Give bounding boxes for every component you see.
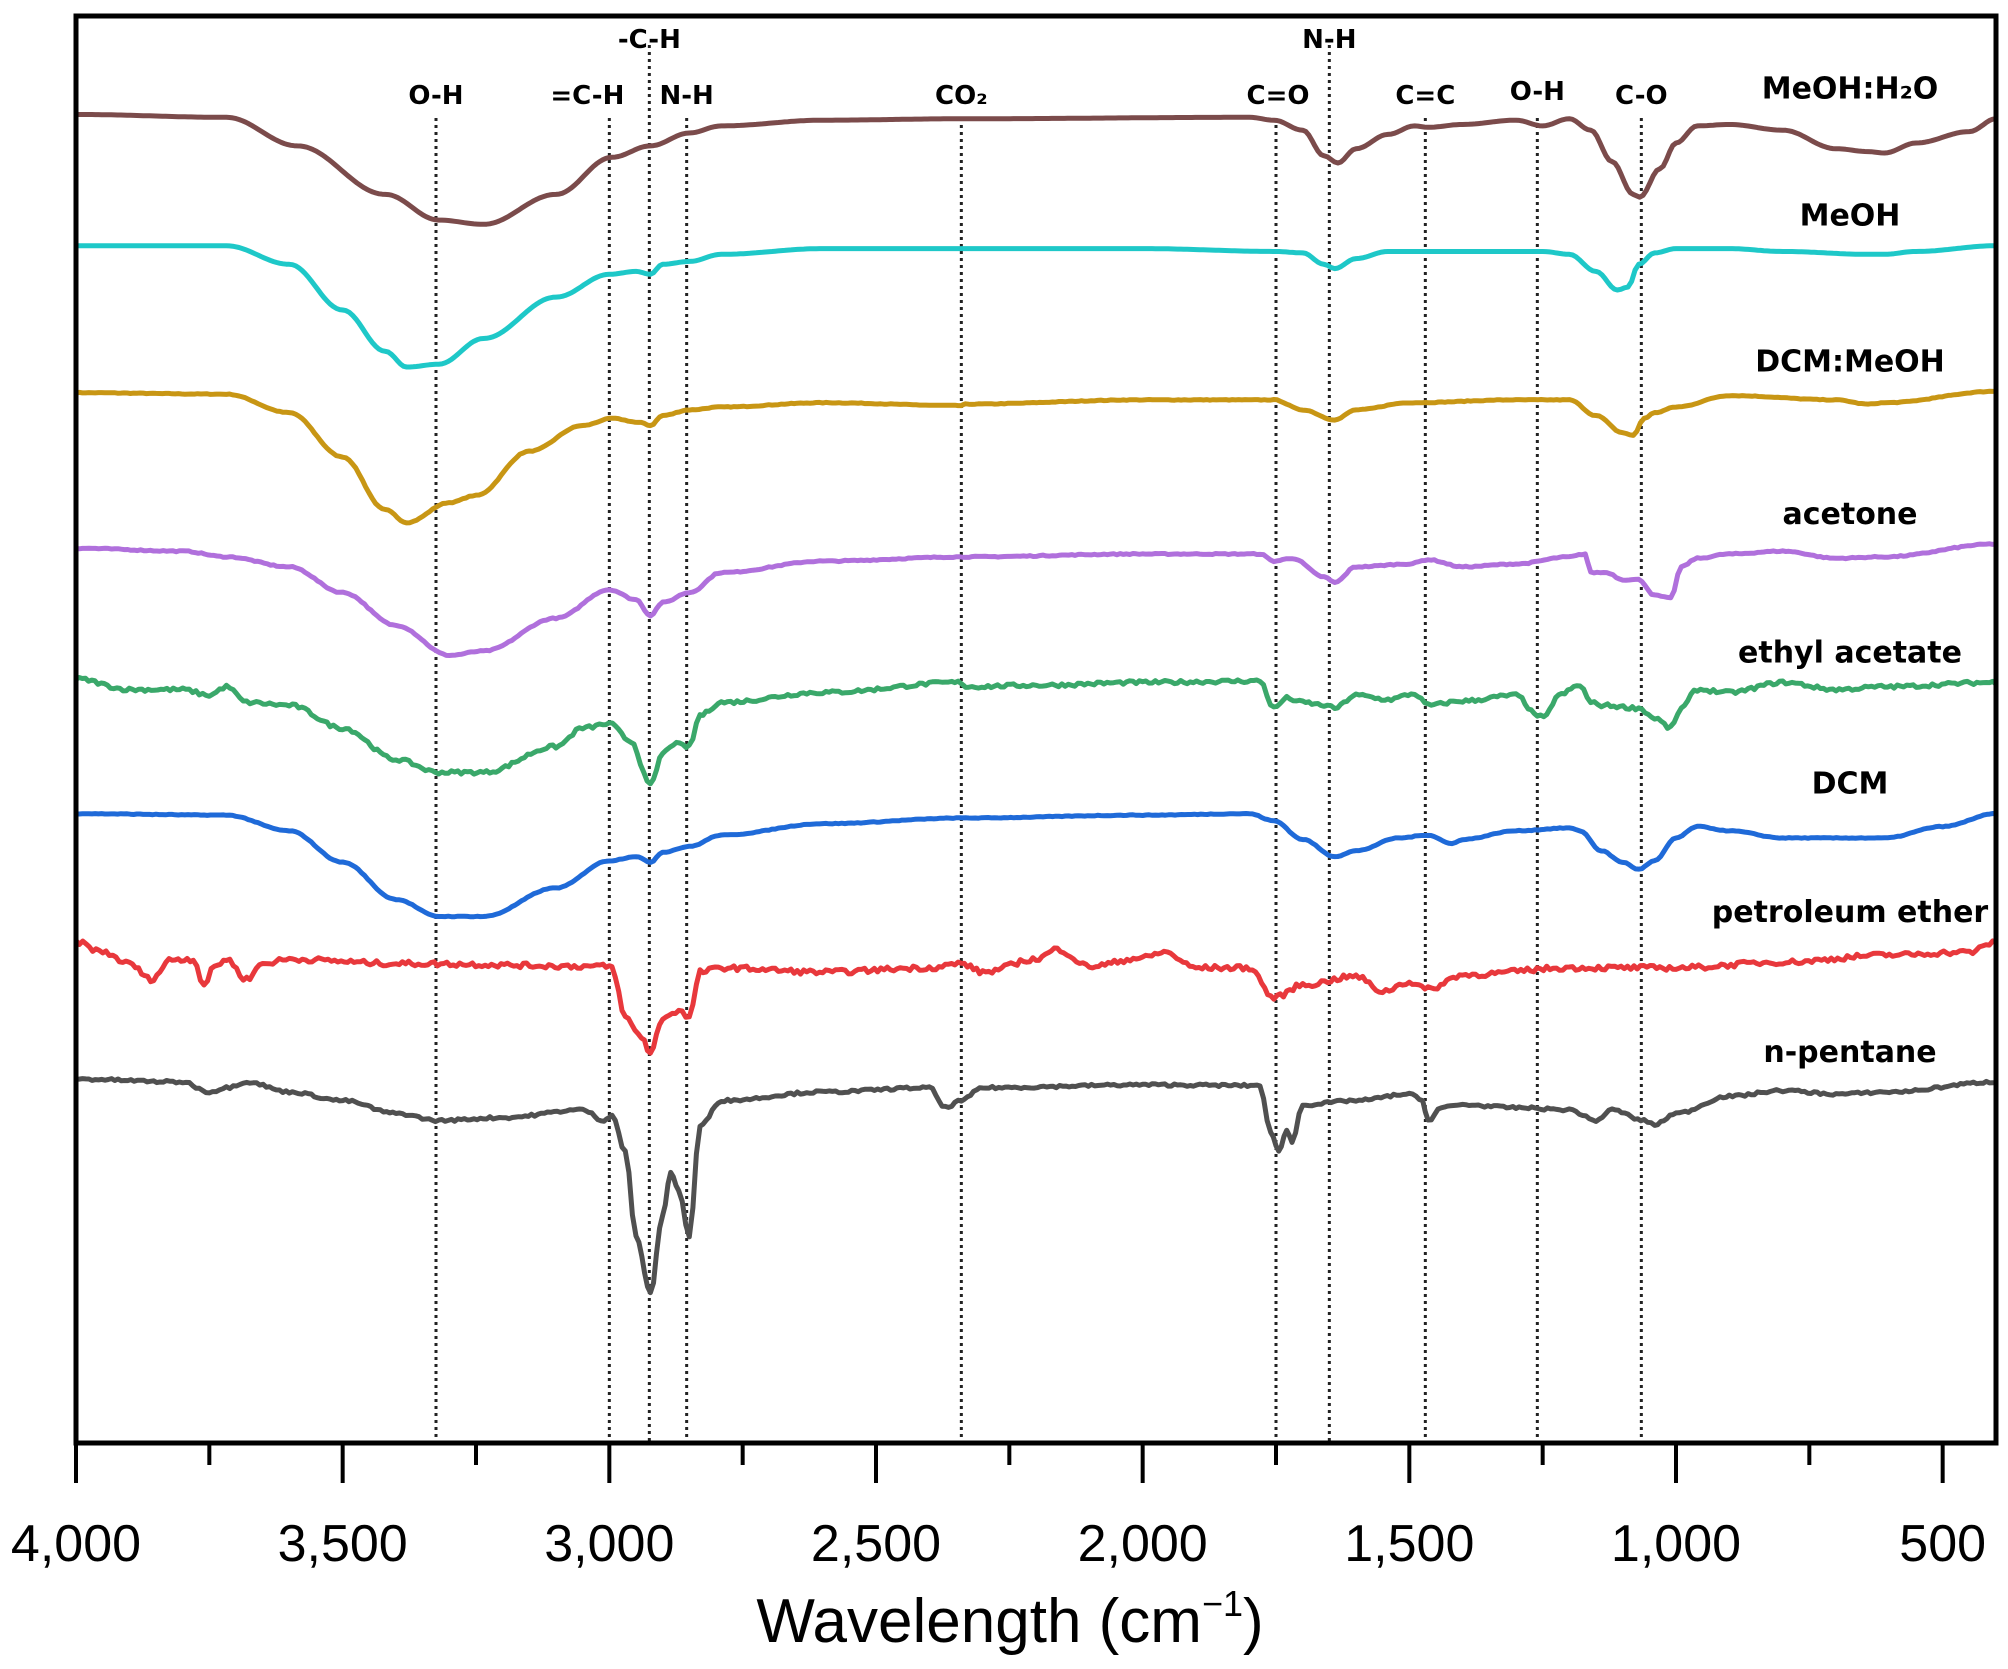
plot-frame [73,13,1999,1446]
series-labels: MeOH:H₂O MeOH DCM:MeOH acetone ethyl acetate… [1712,72,1989,1070]
peak-label: C-O [1615,81,1668,111]
series-label: MeOH [1800,199,1901,234]
spectra-series [73,112,1999,1296]
peak-label: O-H [408,81,463,111]
series-label: DCM [1812,767,1889,802]
x-tick-label: 1,500 [1344,1515,1474,1573]
x-tick-label: 1,000 [1611,1515,1741,1573]
peak-label: N-H [660,81,714,111]
x-axis-ticks: 4,000 3,500 3,000 2,500 2,000 1,500 1,000 500 [11,1443,1986,1573]
x-tick-label: 3,500 [278,1515,408,1573]
series-line-ethyl-acetate [73,675,1999,787]
x-tick-label: 2,500 [811,1515,941,1573]
series-line-dcm [73,811,1999,920]
peak-label: N-H [1302,25,1356,55]
peak-labels: O-H =C-H -C-H N-H CO₂ C=O N-H C=C O-H C-O [408,25,1667,111]
series-line-petroleum-ether [73,937,1999,1056]
peak-label: C=O [1247,81,1310,111]
series-label: MeOH:H₂O [1762,72,1939,107]
peak-label: CO₂ [935,81,988,111]
peak-label: =C-H [550,81,624,111]
series-line-n-pentane [73,1076,1999,1296]
x-tick-label: 4,000 [11,1515,141,1573]
x-tick-label: 3,000 [544,1515,674,1573]
series-label: n-pentane [1763,1035,1936,1070]
x-tick-label: 2,000 [1078,1515,1208,1573]
series-label: DCM:MeOH [1755,344,1945,379]
series-line-acetone [73,541,1999,658]
x-tick-label: 500 [1899,1515,1986,1573]
x-axis-title: Wavelength (cm−1) [756,1583,1263,1656]
series-line-meoh-h-o [73,112,1999,227]
x-axis-title-close: ) [1243,1587,1264,1656]
series-label: acetone [1782,497,1917,532]
series-line-dcm-meoh [73,388,1999,526]
peak-label: O-H [1510,77,1565,107]
series-label: ethyl acetate [1738,635,1962,670]
series-line-meoh [73,243,1999,370]
peak-label: C=C [1395,81,1455,111]
peak-label: -C-H [618,25,681,55]
x-axis-title-main: Wavelength (cm [756,1587,1202,1656]
series-label: petroleum ether [1712,895,1989,930]
x-axis-title-superscript: −1 [1202,1583,1243,1624]
reference-lines [434,45,1643,1443]
